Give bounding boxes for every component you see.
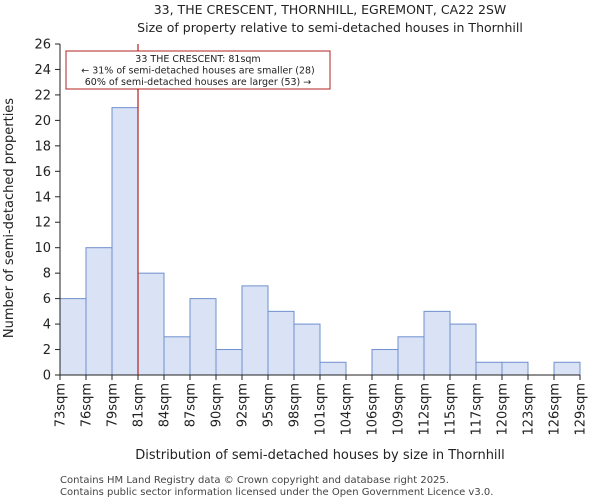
annotation-line-1: 33 THE CRESCENT: 81sqm xyxy=(135,54,260,65)
x-tick-label: 109sqm xyxy=(392,383,407,436)
x-tick-label: 84sqm xyxy=(158,383,173,427)
y-tick-label: 18 xyxy=(34,139,51,154)
histogram-bar xyxy=(189,298,217,376)
histogram-bar xyxy=(319,361,347,376)
x-tick-label: 73sqm xyxy=(54,383,69,427)
x-tick-label: 106sqm xyxy=(366,383,381,436)
footer-licence: Contains public sector information licen… xyxy=(60,487,493,498)
histogram-bar xyxy=(371,349,399,376)
histogram-bar xyxy=(449,323,477,376)
x-axis-label: Distribution of semi-detached houses by … xyxy=(135,448,505,463)
x-tick-label: 123sqm xyxy=(522,383,537,436)
y-tick-label: 0 xyxy=(43,369,51,384)
x-tick-label: 98sqm xyxy=(288,383,303,427)
histogram-bar xyxy=(267,310,295,376)
histogram-bar xyxy=(475,361,503,376)
y-tick-label: 12 xyxy=(34,216,51,231)
y-tick-label: 10 xyxy=(34,241,51,256)
x-tick-label: 101sqm xyxy=(314,383,329,436)
histogram-bar xyxy=(163,336,191,376)
y-tick-label: 4 xyxy=(43,318,51,333)
histogram-bar xyxy=(137,272,165,376)
histogram-bar xyxy=(293,323,321,376)
x-tick-label: 92sqm xyxy=(236,383,251,427)
x-tick-label: 126sqm xyxy=(548,383,563,436)
annotation-line-3: 60% of semi-detached houses are larger (… xyxy=(85,77,312,88)
y-tick-label: 16 xyxy=(34,165,51,180)
y-tick-label: 8 xyxy=(43,267,51,282)
y-axis-label: Number of semi-detached properties xyxy=(2,98,17,338)
footer-copyright: Contains HM Land Registry data © Crown c… xyxy=(60,475,449,486)
histogram-bar xyxy=(423,310,451,376)
annotation-box xyxy=(65,50,331,90)
x-tick-label: 95sqm xyxy=(262,383,277,427)
x-tick-label: 81sqm xyxy=(132,383,147,427)
histogram-bar xyxy=(85,247,113,376)
y-tick-label: 24 xyxy=(34,63,51,78)
x-tick-label: 90sqm xyxy=(210,383,225,427)
x-tick-label: 120sqm xyxy=(496,383,511,436)
y-tick-label: 6 xyxy=(43,292,51,307)
y-tick-label: 26 xyxy=(34,38,51,53)
y-tick-label: 20 xyxy=(34,114,51,129)
x-tick-label: 115sqm xyxy=(444,383,459,436)
y-tick-label: 22 xyxy=(34,88,51,103)
histogram-bar xyxy=(501,361,529,376)
chart-subtitle: Size of property relative to semi-detach… xyxy=(137,20,523,35)
chart-title: 33, THE CRESCENT, THORNHILL, EGREMONT, C… xyxy=(154,2,507,17)
x-tick-label: 117sqm xyxy=(470,383,485,436)
histogram-bar xyxy=(59,298,87,376)
histogram-bar xyxy=(553,361,581,376)
x-tick-label: 79sqm xyxy=(106,383,121,427)
x-tick-label: 112sqm xyxy=(418,383,433,436)
histogram-bar xyxy=(241,285,269,376)
histogram-bar xyxy=(111,107,139,376)
y-tick-label: 2 xyxy=(43,343,51,358)
x-tick-label: 76sqm xyxy=(80,383,95,427)
histogram-bar xyxy=(397,336,425,376)
x-tick-label: 129sqm xyxy=(574,383,589,436)
x-tick-label: 87sqm xyxy=(184,383,199,427)
x-tick-label: 104sqm xyxy=(340,383,355,436)
histogram-bar xyxy=(215,349,243,376)
y-tick-label: 14 xyxy=(34,190,51,205)
annotation-line-2: ← 31% of semi-detached houses are smalle… xyxy=(81,66,315,77)
